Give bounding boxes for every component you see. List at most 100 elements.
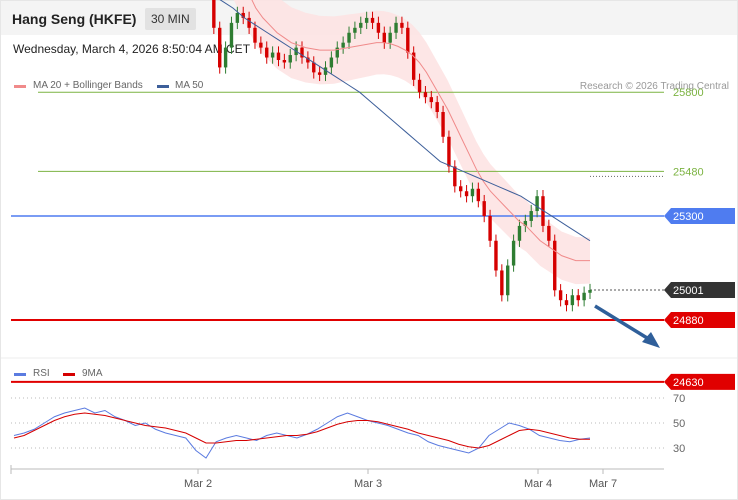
candle-body <box>500 270 504 296</box>
candle-body <box>323 67 328 75</box>
candle-body <box>576 295 580 301</box>
candle-body <box>282 60 287 63</box>
candle-body <box>265 47 269 58</box>
copyright: Research © 2026 Trading Central <box>579 81 729 92</box>
ma20-legend-swatch <box>14 85 26 88</box>
rsi-ma-line <box>13 412 590 449</box>
candle-body <box>247 17 251 28</box>
x-tick-label: Mar 2 <box>184 478 212 490</box>
candle-body <box>223 47 228 68</box>
candle-body <box>494 240 498 271</box>
rsi-ma-legend-label: 9MA <box>82 368 103 379</box>
instrument-title: Hang Seng (HKFE) <box>12 11 137 27</box>
ma20-line <box>251 0 590 262</box>
rsi-legend-swatch <box>14 373 26 376</box>
candle-body <box>429 97 434 103</box>
rsi-line <box>13 407 591 459</box>
rsi-level-label-70: 70 <box>673 393 685 405</box>
candle-body <box>253 27 257 43</box>
candle-body <box>388 32 392 43</box>
candle-body <box>394 22 398 33</box>
candle-body <box>335 47 339 58</box>
x-tick-label: Mar 7 <box>589 478 617 490</box>
candle-body <box>523 220 528 226</box>
candle-body <box>582 292 586 301</box>
level-tag-bg-24880 <box>664 312 735 328</box>
level-tag-bg-25001 <box>664 282 735 299</box>
candle-body <box>259 42 263 48</box>
candle-body <box>370 17 375 23</box>
level-tag-25480: 25480 <box>673 166 704 178</box>
candle-body <box>464 191 469 197</box>
candle-body <box>382 32 386 43</box>
candle-body <box>329 57 334 68</box>
candle-body <box>535 196 539 212</box>
rsi-level-label-50: 50 <box>673 418 685 430</box>
ma50-legend-swatch <box>157 85 169 88</box>
candle-body <box>482 201 486 216</box>
ma50-line <box>219 0 591 242</box>
candle-body <box>488 216 492 241</box>
candle-body <box>506 265 510 296</box>
x-tick-label: Mar 4 <box>524 478 552 490</box>
ma20-legend-label: MA 20 + Bollinger Bands <box>33 80 143 91</box>
candle-body <box>376 22 381 33</box>
candle-body <box>553 240 557 291</box>
level-tag-24630: 24630 <box>673 377 704 389</box>
candle-body <box>541 196 545 226</box>
candle-body <box>476 188 481 202</box>
rsi-level-label-30: 30 <box>673 443 685 455</box>
candle-body <box>270 52 275 58</box>
level-tag-25800: 25800 <box>673 87 704 99</box>
rsi-legend-label: RSI <box>33 368 50 379</box>
candle-body <box>300 47 304 58</box>
candle-body <box>547 225 551 241</box>
candle-body <box>453 166 457 187</box>
candle-body <box>570 295 575 306</box>
candle-body <box>423 92 428 98</box>
candle-body <box>218 27 222 68</box>
candle-body <box>317 72 322 75</box>
candle-body <box>364 17 369 23</box>
forecast-arrow-head <box>642 332 660 348</box>
candle-body <box>347 32 351 43</box>
candle-body <box>400 22 404 28</box>
candle-body <box>529 211 533 221</box>
x-tick-label: Mar 3 <box>354 478 382 490</box>
candle-body <box>588 290 592 293</box>
level-tag-25300: 25300 <box>673 211 704 223</box>
timestamp: Wednesday, March 4, 2026 8:50:04 AM CET <box>13 42 251 56</box>
candle-body <box>312 62 316 73</box>
candle-body <box>235 12 240 23</box>
candle-body <box>241 12 245 18</box>
candle-body <box>353 27 357 33</box>
timeframe-badge[interactable]: 30 MIN <box>145 8 196 30</box>
candle-body <box>447 136 451 167</box>
candle-body <box>470 188 475 197</box>
level-tag-bg-25300 <box>664 208 735 224</box>
candle-body <box>564 300 569 306</box>
candle-body <box>229 22 234 48</box>
candle-body <box>558 290 563 301</box>
candle-body <box>517 225 522 241</box>
ma50-legend-label: MA 50 <box>175 80 204 91</box>
candle-body <box>406 27 410 53</box>
candle-body <box>306 57 310 63</box>
candle-body <box>417 79 422 93</box>
candle-body <box>441 112 445 137</box>
candle-body <box>458 186 463 192</box>
candle-body <box>359 22 363 28</box>
candle-body <box>341 42 345 48</box>
candle-body <box>511 240 516 266</box>
level-tag-bg-24630 <box>664 373 735 390</box>
candle-body <box>276 52 281 60</box>
rsi-ma-legend-swatch <box>63 373 75 376</box>
candle-body <box>435 102 439 112</box>
forecast-arrow-shaft <box>594 304 653 343</box>
level-tag-25001: 25001 <box>673 285 704 297</box>
level-tag-24880: 24880 <box>673 315 704 327</box>
candle-body <box>212 0 216 28</box>
candle-body <box>288 55 292 63</box>
candle-body <box>411 52 416 80</box>
